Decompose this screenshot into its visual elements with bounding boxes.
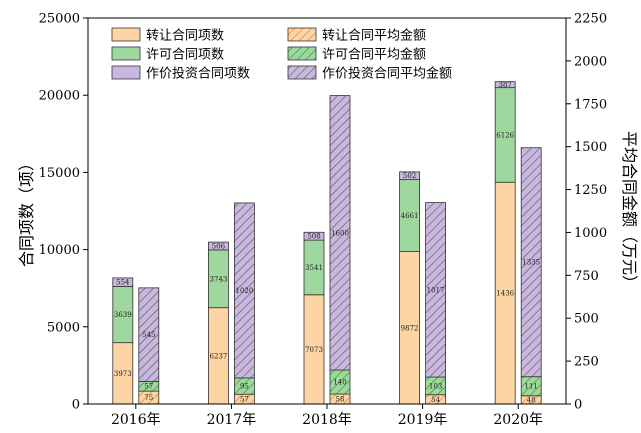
- y2-tick-label: 2000: [574, 54, 607, 69]
- bar-amount-series2-2017年: [233, 202, 255, 379]
- right-axis: 0 250 500 750 1000 1250 1500 1750 2000 2250: [566, 12, 607, 413]
- data-label-count-series1-2019年: 4661: [401, 212, 419, 220]
- legend-swatch-amount-0: [287, 27, 317, 42]
- x-tick-label: 2019年: [398, 412, 448, 428]
- legend-label-amount-2: 作价投资合同平均金额: [322, 66, 452, 82]
- data-label-amount-series0-2017年: 57: [240, 396, 249, 404]
- y-tick-label: 15000: [39, 166, 80, 181]
- legend-swatch-amount-2: [287, 65, 317, 80]
- y2-axis-title: 平均合同金额（万元）: [620, 131, 639, 291]
- left-axis: 0 5000 10000 15000 20000 25000: [39, 12, 88, 413]
- data-label-count-series0-2019年: 9872: [401, 324, 419, 332]
- bar-count-series2-2016年: [112, 277, 134, 287]
- data-label-amount-series1-2016年: 57: [144, 383, 153, 391]
- data-label-count-series1-2018年: 3541: [305, 264, 323, 272]
- x-tick-label: 2016年: [111, 412, 161, 428]
- data-label-amount-series2-2016年: 545: [142, 331, 155, 339]
- data-label-count-series0-2017年: 6237: [209, 352, 227, 360]
- data-label-amount-series1-2017年: 95: [240, 383, 249, 391]
- y2-tick-label: 500: [574, 312, 599, 327]
- bar-count-series2-2018年: [303, 231, 325, 241]
- data-label-count-series2-2017年: 506: [212, 243, 226, 251]
- y2-tick-label: 750: [574, 269, 599, 284]
- legend-label-count-2: 作价投资合同项数: [146, 66, 250, 82]
- legend-label-amount-1: 许可合同平均金额: [322, 47, 426, 63]
- data-label-amount-series1-2019年: 103: [429, 382, 442, 390]
- legend-swatch-count-2: [111, 65, 141, 80]
- y2-tick-label: 1250: [574, 183, 607, 198]
- legend-swatch-amount-1: [287, 46, 317, 61]
- data-label-amount-series1-2018年: 140: [333, 379, 346, 387]
- y2-tick-label: 250: [574, 355, 599, 370]
- y2-tick-label: 0: [574, 398, 582, 413]
- data-label-count-series0-2018年: 7073: [305, 346, 323, 354]
- y2-tick-label: 1000: [574, 226, 607, 241]
- data-label-amount-series2-2018年: 1600: [331, 229, 349, 237]
- data-label-amount-series2-2020年: 1335: [522, 259, 540, 267]
- data-label-amount-series0-2016年: 75: [144, 394, 153, 402]
- bars-layer: [112, 81, 542, 405]
- bar-amount-series2-2019年: [425, 202, 447, 378]
- x-tick-label: 2018年: [302, 412, 352, 428]
- data-label-count-series0-2020年: 1436: [496, 290, 514, 298]
- data-label-amount-series0-2019年: 54: [431, 396, 440, 404]
- y-tick-label: 20000: [39, 89, 80, 104]
- bar-amount-series2-2020年: [520, 147, 542, 378]
- bar-count-series2-2017年: [207, 241, 229, 251]
- y-axis-title: 合同项数（项）: [17, 155, 36, 267]
- y2-tick-label: 1750: [574, 97, 607, 112]
- data-label-amount-series1-2020年: 111: [525, 383, 538, 391]
- legend-label-count-1: 许可合同项数: [146, 48, 224, 63]
- data-label-amount-series0-2018年: 58: [336, 396, 345, 404]
- legend-label-amount-0: 转让合同平均金额: [322, 28, 426, 44]
- y2-tick-label: 1500: [574, 140, 607, 155]
- y-tick-label: 0: [72, 398, 80, 413]
- data-label-amount-series0-2020年: 48: [527, 396, 536, 404]
- bar-count-series2-2019年: [399, 171, 421, 181]
- data-label-amount-series2-2019年: 1017: [427, 286, 445, 294]
- bar-amount-series2-2018年: [329, 95, 351, 371]
- bar-count-series2-2020年: [494, 81, 516, 89]
- y-tick-label: 25000: [39, 12, 80, 27]
- data-label-count-series2-2020年: 387: [499, 81, 512, 89]
- data-label-count-series2-2016年: 554: [116, 279, 130, 287]
- data-label-count-series1-2020年: 6126: [496, 131, 514, 139]
- data-label-count-series1-2017年: 3743: [209, 275, 227, 283]
- legend-swatch-count-0: [111, 27, 141, 42]
- x-tick-label: 2020年: [493, 412, 543, 428]
- data-label-count-series2-2019年: 502: [403, 172, 416, 180]
- x-tick-label: 2017年: [207, 412, 257, 428]
- y-tick-label: 10000: [39, 243, 80, 258]
- y-tick-label: 5000: [47, 320, 80, 335]
- segment-labels-layer: 3973 3639 554 6237 3743 506 7073 3541 508 9872 466…: [114, 81, 540, 404]
- data-label-amount-series2-2017年: 1020: [235, 287, 253, 295]
- y2-tick-label: 2250: [574, 12, 607, 27]
- data-label-count-series1-2016年: 3639: [114, 311, 132, 319]
- legend-swatch-count-1: [111, 46, 141, 61]
- data-label-count-series2-2018年: 508: [307, 233, 320, 241]
- x-axis: 2016年 2017年 2018年 2019年 2020年: [111, 404, 543, 428]
- bar-amount-series2-2016年: [138, 287, 160, 382]
- data-label-count-series0-2016年: 3973: [114, 370, 132, 378]
- legend-label-count-0: 转让合同项数: [146, 29, 224, 44]
